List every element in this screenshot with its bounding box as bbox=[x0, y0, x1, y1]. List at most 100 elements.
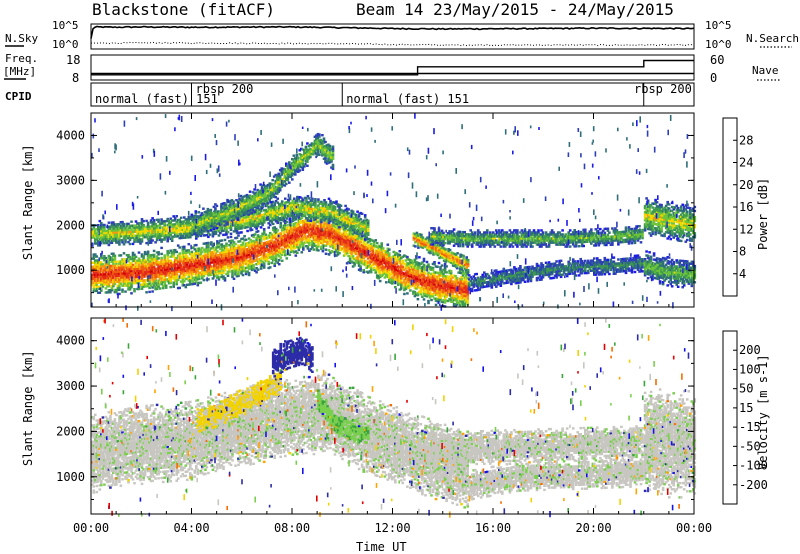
data-cell bbox=[118, 274, 121, 277]
data-cell bbox=[122, 280, 126, 283]
data-cell bbox=[95, 281, 99, 284]
data-cell bbox=[222, 263, 225, 266]
data-cell bbox=[299, 219, 302, 222]
data-cell bbox=[94, 273, 97, 276]
data-cell bbox=[193, 244, 197, 247]
data-cell bbox=[321, 235, 325, 239]
data-cell bbox=[284, 223, 287, 227]
data-cell bbox=[154, 273, 157, 277]
data-cell bbox=[140, 271, 144, 274]
data-cell bbox=[294, 234, 298, 237]
data-cell bbox=[97, 271, 100, 274]
data-cell bbox=[455, 277, 459, 280]
data-cell bbox=[277, 250, 281, 254]
data-cell bbox=[173, 279, 177, 282]
data-cell bbox=[296, 243, 299, 246]
data-cell bbox=[202, 274, 206, 278]
data-cell bbox=[192, 264, 195, 267]
data-cell bbox=[330, 227, 334, 231]
data-cell bbox=[294, 215, 298, 219]
data-cell bbox=[222, 245, 225, 248]
data-cell bbox=[302, 228, 305, 231]
data-cell bbox=[265, 243, 269, 246]
data-cell bbox=[225, 244, 228, 247]
data-cell bbox=[240, 252, 243, 255]
data-cell bbox=[124, 266, 127, 269]
data-cell bbox=[109, 264, 112, 268]
data-cell bbox=[149, 260, 153, 263]
data-cell bbox=[152, 280, 156, 283]
data-cell bbox=[282, 230, 286, 233]
data-cell bbox=[149, 284, 153, 287]
data-cell bbox=[216, 254, 219, 257]
data-cell bbox=[339, 234, 343, 237]
data-cell bbox=[323, 228, 326, 231]
data-cell bbox=[91, 257, 94, 260]
data-cell bbox=[216, 260, 219, 263]
data-cell bbox=[309, 215, 313, 218]
data-cell bbox=[104, 273, 108, 276]
data-cell bbox=[222, 251, 225, 254]
data-cell bbox=[261, 246, 264, 250]
data-cell bbox=[308, 223, 311, 226]
data-cell bbox=[158, 275, 162, 278]
data-cell bbox=[97, 291, 100, 294]
data-cell bbox=[255, 242, 258, 246]
data-cell bbox=[175, 283, 178, 286]
data-cell bbox=[195, 268, 198, 271]
data-cell bbox=[290, 214, 293, 217]
data-cell bbox=[122, 260, 126, 263]
data-cell bbox=[309, 227, 313, 231]
data-cell bbox=[341, 247, 344, 250]
data-cell bbox=[262, 230, 266, 233]
data-cell bbox=[187, 269, 191, 272]
data-cell bbox=[274, 254, 278, 257]
data-cell bbox=[335, 244, 338, 247]
data-cell bbox=[315, 236, 319, 240]
data-cell bbox=[142, 259, 145, 262]
data-cell bbox=[369, 267, 373, 270]
data-cell bbox=[119, 276, 123, 279]
data-cell bbox=[308, 233, 311, 236]
data-cell bbox=[189, 265, 192, 268]
data-cell bbox=[276, 241, 279, 244]
data-cell bbox=[164, 266, 168, 269]
data-cell bbox=[330, 231, 334, 235]
data-cell bbox=[294, 244, 298, 247]
data-cell bbox=[109, 278, 112, 282]
data-cell bbox=[119, 270, 123, 273]
data-cell bbox=[338, 245, 341, 249]
data-cell bbox=[314, 244, 317, 247]
data-cell bbox=[274, 243, 278, 247]
data-cell bbox=[342, 228, 346, 231]
beam-date-title: Beam 14 23/May/2015 - 24/May/2015 bbox=[356, 0, 674, 19]
data-cell bbox=[338, 223, 341, 227]
data-cell bbox=[216, 274, 219, 277]
data-cell bbox=[145, 283, 148, 286]
data-cell bbox=[225, 256, 228, 260]
data-cell bbox=[190, 268, 194, 272]
data-cell bbox=[103, 273, 106, 276]
data-cell bbox=[181, 262, 185, 265]
data-cell bbox=[354, 213, 358, 217]
data-cell bbox=[333, 237, 337, 240]
data-cell bbox=[130, 284, 133, 287]
data-cell bbox=[329, 227, 332, 230]
data-cell bbox=[255, 240, 258, 244]
data-cell bbox=[145, 270, 148, 274]
data-cell bbox=[196, 275, 200, 279]
data-cell bbox=[119, 264, 123, 267]
data-cell bbox=[359, 267, 362, 270]
data-cell bbox=[131, 273, 135, 277]
data-cell bbox=[198, 253, 201, 256]
data-cell bbox=[100, 267, 103, 270]
data-cell bbox=[291, 227, 295, 231]
data-cell bbox=[223, 244, 227, 248]
data-cell bbox=[290, 242, 293, 246]
data-cell bbox=[186, 251, 189, 254]
data-cell bbox=[157, 267, 160, 270]
data-cell bbox=[214, 260, 218, 263]
data-cell bbox=[274, 231, 278, 235]
data-cell bbox=[196, 249, 200, 253]
data-cell bbox=[332, 242, 335, 246]
